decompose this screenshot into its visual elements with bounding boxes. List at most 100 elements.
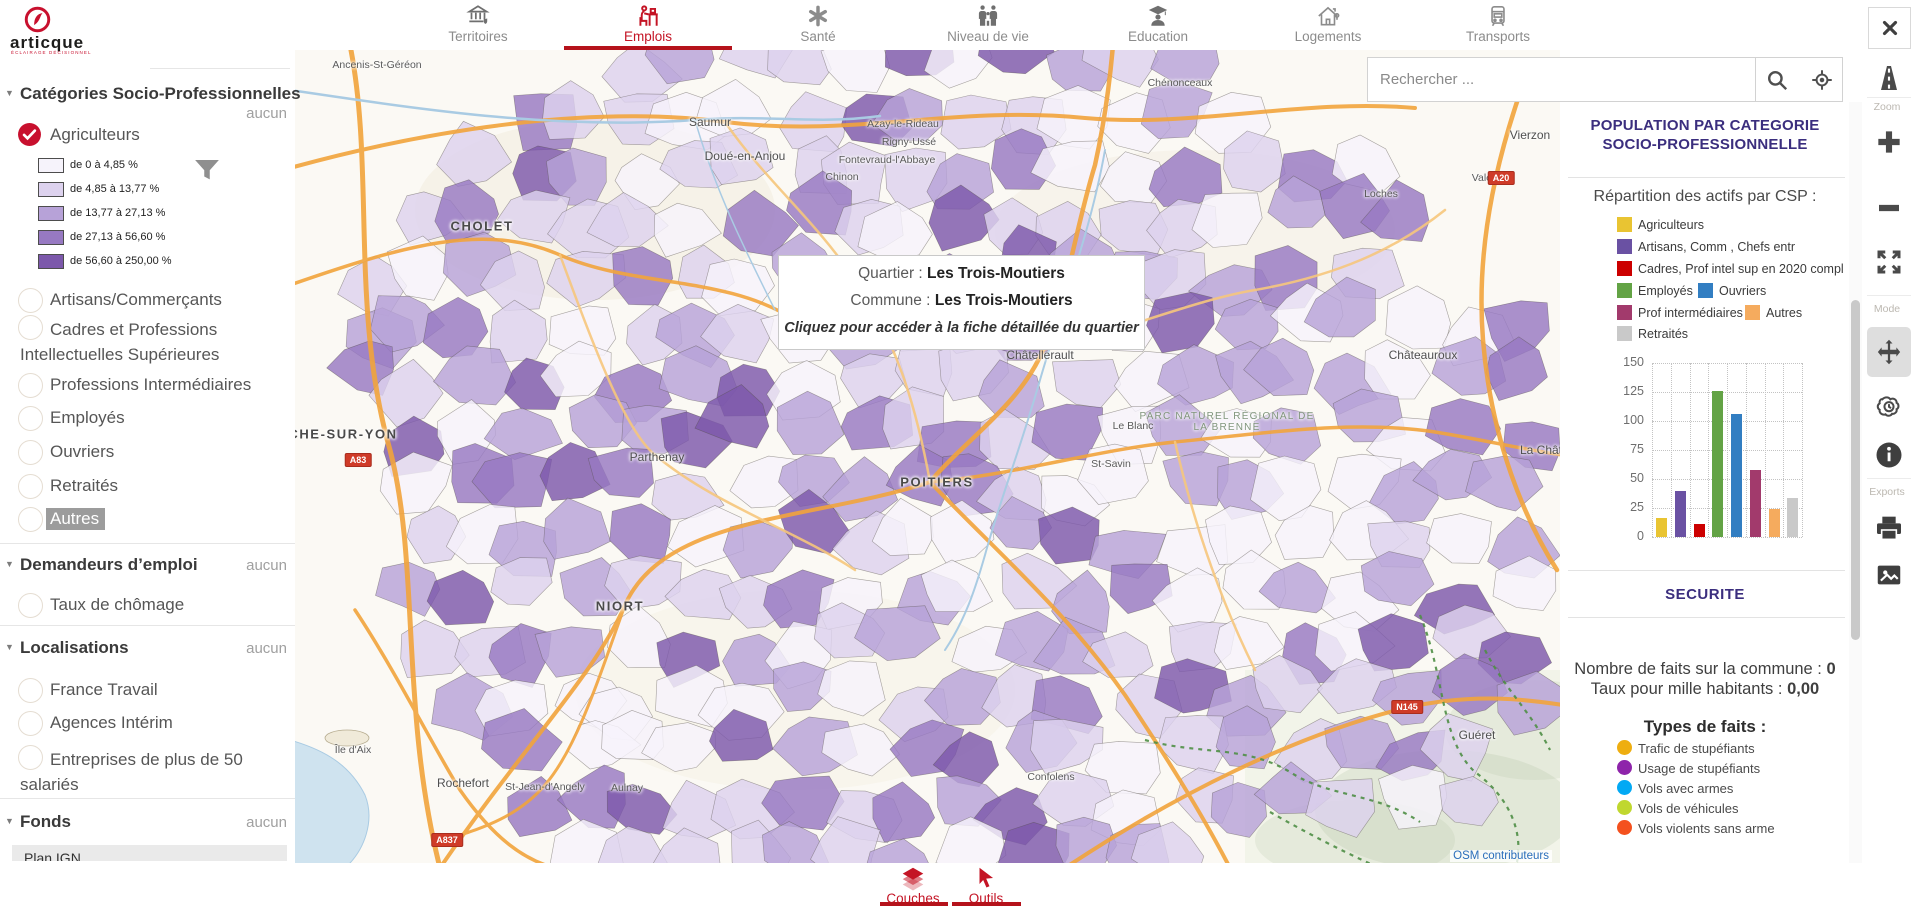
commune-polygon[interactable] xyxy=(481,708,563,772)
commune-polygon[interactable] xyxy=(1465,455,1544,512)
commune-polygon[interactable] xyxy=(1385,285,1451,350)
commune-polygon[interactable] xyxy=(1031,403,1104,461)
item-retraites[interactable]: Retraités xyxy=(50,476,119,495)
commune-polygon[interactable] xyxy=(606,783,678,835)
commune-polygon[interactable] xyxy=(729,455,799,509)
tab-transports[interactable]: Transports xyxy=(1433,3,1563,44)
commune-polygon[interactable] xyxy=(722,189,799,257)
fullscreen-button[interactable] xyxy=(1865,247,1913,277)
zoom-out-button[interactable] xyxy=(1865,192,1913,224)
item-employes[interactable]: Employés xyxy=(50,408,125,427)
radio-ouvriers[interactable] xyxy=(18,440,43,465)
tab-emplois[interactable]: Emplois xyxy=(583,3,713,44)
commune-polygon[interactable] xyxy=(935,816,1007,863)
commune-polygon[interactable] xyxy=(1426,513,1492,564)
item-agences-interim[interactable]: Agences Intérim xyxy=(50,713,173,732)
commune-polygon[interactable] xyxy=(817,660,886,717)
radio-entreprises-50[interactable] xyxy=(18,745,43,770)
item-cadres[interactable]: Cadres et Professions Intellectuelles Su… xyxy=(20,320,220,364)
commune-polygon[interactable] xyxy=(767,50,832,86)
radio-retraites[interactable] xyxy=(18,474,43,499)
commune-polygon[interactable] xyxy=(426,569,495,626)
section-title-demandeurs[interactable]: Demandeurs d’emploi xyxy=(20,555,198,574)
commune-polygon[interactable] xyxy=(761,775,845,831)
commune-polygon[interactable] xyxy=(539,340,612,398)
commune-polygon[interactable] xyxy=(1357,613,1429,672)
commune-polygon[interactable] xyxy=(1378,764,1448,830)
scrollbar-thumb[interactable] xyxy=(1851,300,1860,640)
map-canvas[interactable]: Ancenis-St-Géréon Saumur Chénonceaux Azay-l… xyxy=(295,50,1560,863)
collapse-icon[interactable]: ▼ xyxy=(5,559,14,569)
commune-polygon[interactable] xyxy=(1485,336,1548,401)
commune-polygon[interactable] xyxy=(1258,561,1336,614)
commune-polygon[interactable] xyxy=(930,499,995,564)
commune-polygon[interactable] xyxy=(865,838,935,863)
commune-polygon[interactable] xyxy=(1055,816,1117,863)
radio-agriculteurs-checked[interactable] xyxy=(17,122,42,147)
commune-polygon[interactable] xyxy=(651,827,721,863)
commune-polygon[interactable] xyxy=(1324,715,1400,770)
commune-polygon[interactable] xyxy=(694,384,770,449)
tab-niveau-de-vie[interactable]: Niveau de vie xyxy=(923,3,1053,44)
section-badge[interactable]: aucun xyxy=(246,640,287,657)
commune-polygon[interactable] xyxy=(1267,175,1326,229)
radio-agences-interim[interactable] xyxy=(18,711,43,736)
commune-polygon[interactable] xyxy=(436,120,513,187)
commune-polygon[interactable] xyxy=(1038,506,1100,565)
commune-polygon[interactable] xyxy=(920,559,994,612)
commune-polygon[interactable] xyxy=(709,709,774,762)
commune-polygon[interactable] xyxy=(872,781,936,843)
commune-polygon[interactable] xyxy=(1439,776,1499,827)
commune-polygon[interactable] xyxy=(854,605,941,661)
commune-polygon[interactable] xyxy=(664,568,742,620)
commune-polygon[interactable] xyxy=(776,390,845,455)
commune-polygon[interactable] xyxy=(1215,705,1276,770)
commune-polygon[interactable] xyxy=(923,668,1001,726)
collapse-icon[interactable]: ▼ xyxy=(5,816,14,826)
commune-polygon[interactable] xyxy=(1130,821,1205,863)
item-taux-chomage[interactable]: Taux de chômage xyxy=(50,595,185,614)
image-export-button[interactable] xyxy=(1865,560,1913,590)
commune-polygon[interactable] xyxy=(490,557,553,606)
commune-polygon[interactable] xyxy=(1081,50,1159,88)
fonds-basemap-select[interactable]: Plan IGN xyxy=(12,845,287,861)
commune-polygon[interactable] xyxy=(1030,718,1104,775)
commune-polygon[interactable] xyxy=(653,202,722,258)
collapse-icon[interactable]: ▼ xyxy=(5,642,14,652)
commune-polygon[interactable] xyxy=(871,497,934,556)
tab-sante[interactable]: Santé xyxy=(753,3,883,44)
osm-attribution-link[interactable]: OSM contributeurs xyxy=(1450,850,1552,862)
close-panel-button[interactable] xyxy=(1868,7,1911,49)
commune-polygon[interactable] xyxy=(597,825,668,863)
commune-polygon[interactable] xyxy=(1364,339,1431,400)
commune-polygon[interactable] xyxy=(820,50,891,93)
section-badge[interactable]: aucun xyxy=(246,814,287,831)
section-title-fonds[interactable]: Fonds xyxy=(20,812,71,831)
commune-polygon[interactable] xyxy=(483,407,563,461)
radio-employes[interactable] xyxy=(18,406,43,431)
item-autres[interactable]: Autres xyxy=(46,508,106,530)
commune-polygon[interactable] xyxy=(1150,50,1220,84)
commune-polygon[interactable] xyxy=(1360,551,1435,607)
commune-polygon[interactable] xyxy=(773,661,832,712)
locate-crosshair-icon[interactable] xyxy=(1809,67,1835,93)
commune-polygon[interactable] xyxy=(1082,631,1154,678)
tab-territoires[interactable]: Territoires xyxy=(413,3,543,44)
commune-polygon[interactable] xyxy=(1303,276,1376,338)
commune-polygon[interactable] xyxy=(810,816,881,863)
commune-polygon[interactable] xyxy=(507,776,573,838)
tab-logements[interactable]: Logements xyxy=(1263,3,1393,44)
item-professions-intermediaires[interactable]: Professions Intermédiaires xyxy=(50,375,252,394)
tab-outils[interactable]: Outils xyxy=(941,865,1031,906)
commune-polygon[interactable] xyxy=(1360,179,1430,242)
commune-polygon[interactable] xyxy=(923,50,993,89)
commune-polygon[interactable] xyxy=(928,184,1000,252)
radio-artisans[interactable] xyxy=(18,288,43,313)
section-title-localisations[interactable]: Localisations xyxy=(20,638,129,657)
radio-professions-intermediaires[interactable] xyxy=(18,373,43,398)
item-entreprises-50[interactable]: Entreprises de plus de 50 salariés xyxy=(20,750,243,794)
collapse-icon[interactable]: ▼ xyxy=(5,88,14,98)
commune-polygon[interactable] xyxy=(762,821,829,864)
commune-polygon[interactable] xyxy=(871,88,943,142)
commune-polygon[interactable] xyxy=(1492,555,1557,611)
